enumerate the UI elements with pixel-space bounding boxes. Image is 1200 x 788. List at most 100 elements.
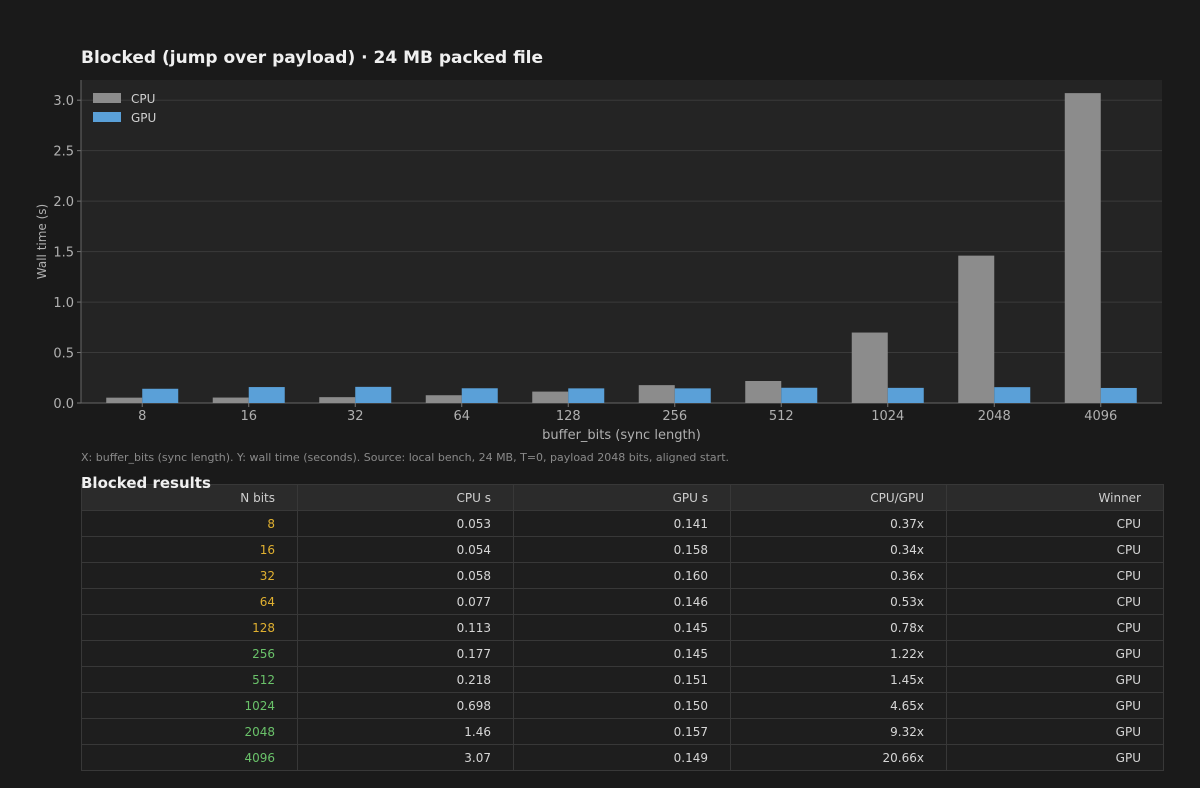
- table-cell: 0.141: [513, 510, 731, 537]
- bar-gpu-4096: [1100, 387, 1137, 403]
- x-tick-label: 32: [347, 409, 364, 424]
- bar-cpu-4096: [1064, 93, 1101, 403]
- bar-cpu-32: [319, 397, 356, 403]
- table-cell: 0.149: [513, 744, 731, 771]
- table-cell: 0.160: [513, 562, 731, 589]
- y-tick-label: 1.0: [53, 296, 74, 311]
- table-title: Blocked results: [81, 474, 211, 492]
- table-cell: 128: [81, 614, 298, 641]
- table-row: 8 0.053 0.141 0.37x CPU: [81, 510, 1164, 537]
- column-header: N bits: [81, 484, 298, 511]
- table-cell: 0.054: [297, 536, 514, 563]
- bar-cpu-8: [106, 397, 143, 403]
- table-cell: 1.46: [297, 718, 514, 745]
- table-cell: CPU: [946, 588, 1164, 615]
- bar-cpu-1024: [851, 332, 888, 403]
- legend-label-gpu: GPU: [131, 111, 156, 125]
- table-cell: 0.058: [297, 562, 514, 589]
- table-cell: 0.36x: [730, 562, 947, 589]
- bar-gpu-64: [461, 388, 498, 403]
- table-cell: 4.65x: [730, 692, 947, 719]
- table-cell: 0.157: [513, 718, 731, 745]
- bar-cpu-64: [425, 395, 462, 403]
- column-header: CPU s: [297, 484, 514, 511]
- table-cell: 20.66x: [730, 744, 947, 771]
- table-cell: 1024: [81, 692, 298, 719]
- y-tick-label: 0.5: [53, 347, 74, 362]
- x-tick-label: 64: [453, 409, 470, 424]
- x-tick-label: 512: [769, 409, 794, 424]
- table-cell: 16: [81, 536, 298, 563]
- table-cell: GPU: [946, 666, 1164, 693]
- table-cell: 3.07: [297, 744, 514, 771]
- table-cell: 0.177: [297, 640, 514, 667]
- table-cell: 0.145: [513, 640, 731, 667]
- table-cell: 0.151: [513, 666, 731, 693]
- table-row: 32 0.058 0.160 0.36x CPU: [81, 562, 1164, 589]
- table-row: 64 0.077 0.146 0.53x CPU: [81, 588, 1164, 615]
- plot-area: [81, 80, 1162, 403]
- table-cell: 1.45x: [730, 666, 947, 693]
- table-cell: 64: [81, 588, 298, 615]
- table-cell: 0.150: [513, 692, 731, 719]
- table-cell: CPU: [946, 562, 1164, 589]
- table-cell: 0.218: [297, 666, 514, 693]
- legend-swatch-gpu: [93, 112, 121, 122]
- table-cell: 0.698: [297, 692, 514, 719]
- table-cell: 2048: [81, 718, 298, 745]
- table-cell: 0.158: [513, 536, 731, 563]
- table-row: 16 0.054 0.158 0.34x CPU: [81, 536, 1164, 563]
- x-tick-label: 2048: [978, 409, 1011, 424]
- table-header-row: N bits CPU s GPU s CPU/GPU Winner: [81, 484, 1164, 511]
- bar-gpu-128: [568, 388, 605, 403]
- table-cell: 0.34x: [730, 536, 947, 563]
- table-cell: 0.146: [513, 588, 731, 615]
- bar-cpu-16: [212, 397, 249, 403]
- table-cell: 9.32x: [730, 718, 947, 745]
- table-cell: 0.053: [297, 510, 514, 537]
- bar-gpu-16: [248, 387, 285, 403]
- bar-gpu-512: [781, 387, 818, 403]
- x-tick-label: 16: [240, 409, 257, 424]
- table-cell: 32: [81, 562, 298, 589]
- table-row: 4096 3.07 0.149 20.66x GPU: [81, 744, 1164, 771]
- table-cell: GPU: [946, 692, 1164, 719]
- table-cell: 0.53x: [730, 588, 947, 615]
- table-cell: GPU: [946, 640, 1164, 667]
- table-row: 1024 0.698 0.150 4.65x GPU: [81, 692, 1164, 719]
- bar-chart: 0.0 0.5 1.0 1.5 2.0 2.5 3.0 8 16 32 64 128 256 512 102…: [35, 80, 1162, 443]
- bar-cpu-128: [532, 391, 569, 403]
- bar-gpu-2048: [994, 387, 1031, 403]
- bar-gpu-256: [674, 388, 711, 403]
- chart-title: Blocked (jump over payload) · 24 MB pack…: [81, 48, 544, 68]
- table-cell: CPU: [946, 614, 1164, 641]
- x-tick-label: 4096: [1084, 409, 1117, 424]
- y-tick-label: 1.5: [53, 246, 74, 261]
- table-row: 256 0.177 0.145 1.22x GPU: [81, 640, 1164, 667]
- bar-cpu-512: [745, 380, 782, 403]
- y-tick-label: 0.0: [53, 397, 74, 412]
- table-cell: 0.78x: [730, 614, 947, 641]
- x-tick-label: 8: [138, 409, 146, 424]
- column-header: Winner: [946, 484, 1164, 511]
- x-axis-label: buffer_bits (sync length): [542, 428, 701, 443]
- bar-gpu-1024: [887, 387, 924, 403]
- bar-cpu-2048: [958, 255, 995, 403]
- table-row: 128 0.113 0.145 0.78x CPU: [81, 614, 1164, 641]
- table-cell: 0.37x: [730, 510, 947, 537]
- column-header: GPU s: [513, 484, 731, 511]
- table-cell: CPU: [946, 510, 1164, 537]
- y-axis-label: Wall time (s): [35, 204, 49, 279]
- legend-label-cpu: CPU: [131, 92, 155, 106]
- results-table: N bits CPU s GPU s CPU/GPU Winner 8 0.053 0.14…: [81, 484, 1164, 771]
- table-cell: GPU: [946, 744, 1164, 771]
- table-row: 512 0.218 0.151 1.45x GPU: [81, 666, 1164, 693]
- table-row: 2048 1.46 0.157 9.32x GPU: [81, 718, 1164, 745]
- x-tick-label: 256: [662, 409, 687, 424]
- table-cell: GPU: [946, 718, 1164, 745]
- y-tick-label: 2.5: [53, 145, 74, 160]
- bar-gpu-32: [355, 386, 392, 403]
- y-tick-label: 2.0: [53, 195, 74, 210]
- table-cell: 0.145: [513, 614, 731, 641]
- table-cell: 0.077: [297, 588, 514, 615]
